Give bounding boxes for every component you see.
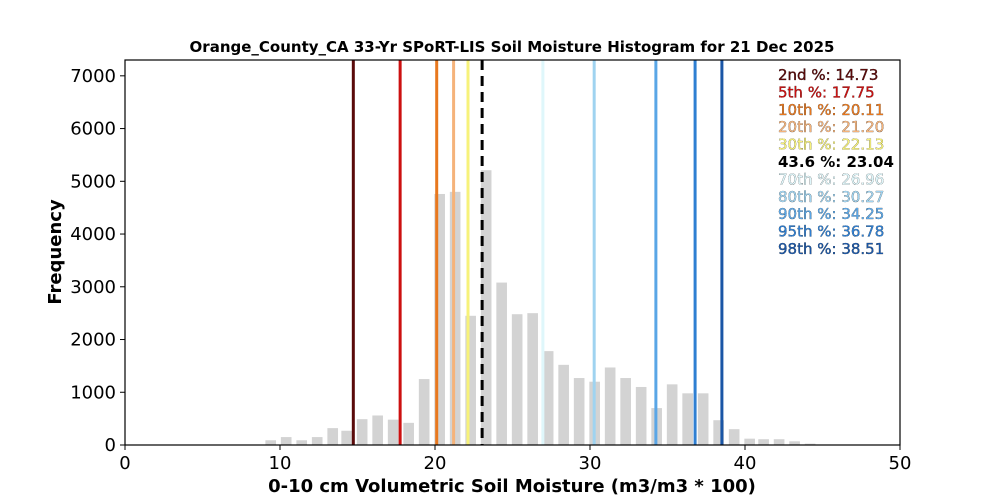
y-tick-label: 5000	[70, 171, 116, 192]
histogram-bar	[542, 351, 554, 445]
histogram-bars	[265, 170, 831, 446]
current-value-label: 43.6 %: 23.04	[778, 153, 894, 171]
plot-frame	[124, 59, 901, 446]
percentile-label: 95th %: 36.78	[778, 223, 884, 241]
x-tick-label: 10	[269, 453, 292, 474]
histogram-bar	[728, 429, 740, 445]
histogram-bar	[480, 170, 492, 446]
x-tick-label: 0	[119, 453, 130, 474]
histogram-bar	[635, 386, 647, 445]
y-tick-label: 4000	[70, 224, 116, 245]
histogram-bar	[449, 191, 461, 445]
x-tick-label: 50	[889, 453, 912, 474]
x-axis-ticks: 0 10 20 30 40 50	[119, 445, 911, 474]
histogram-bar	[265, 440, 277, 445]
histogram-bar	[527, 313, 538, 445]
histogram-bar	[465, 315, 476, 445]
histogram-bar	[403, 422, 414, 445]
percentile-label: 80th %: 30.27	[778, 188, 884, 206]
y-tick-label: 7000	[70, 66, 116, 87]
histogram-bar	[496, 282, 507, 445]
y-tick-label: 6000	[70, 119, 116, 140]
y-tick-label: 1000	[70, 382, 116, 403]
histogram-bar	[804, 443, 816, 445]
histogram-bar	[372, 415, 383, 445]
percentile-label: 30th %: 22.13	[778, 136, 884, 154]
percentile-lines	[351, 60, 724, 445]
histogram-bar	[296, 440, 308, 445]
histogram-bar	[573, 378, 585, 445]
histogram-bar	[744, 438, 755, 445]
histogram-bar	[758, 439, 769, 445]
histogram-bar	[418, 379, 430, 445]
histogram-bar	[387, 419, 399, 445]
percentile-label: 5th %: 17.75	[778, 83, 875, 101]
percentile-label: 2nd %: 14.73	[778, 66, 878, 84]
histogram-bar	[280, 437, 292, 445]
x-axis-label: 0-10 cm Volumetric Soil Moisture (m3/m3 …	[268, 476, 756, 497]
histogram-bar	[341, 430, 352, 445]
histogram-bar	[697, 393, 709, 445]
histogram-bar	[558, 364, 569, 445]
histogram-bar	[356, 419, 368, 445]
x-tick-label: 40	[734, 453, 757, 474]
y-tick-label: 3000	[70, 277, 116, 298]
y-tick-label: 0	[105, 435, 116, 456]
y-tick-label: 2000	[70, 330, 116, 351]
histogram-bar	[620, 378, 631, 445]
histogram-bar	[327, 428, 339, 445]
percentile-label: 10th %: 20.11	[778, 101, 884, 119]
percentile-label: 90th %: 34.25	[778, 205, 884, 223]
histogram-bar	[682, 393, 693, 445]
y-axis-label: Frequency	[45, 199, 66, 305]
x-tick-label: 30	[579, 453, 602, 474]
histogram-bar	[434, 193, 445, 445]
percentile-label: 20th %: 21.20	[778, 118, 884, 136]
histogram-bar	[604, 367, 616, 445]
chart-title: Orange_County_CA 33-Yr SPoRT-LIS Soil Mo…	[190, 38, 835, 56]
histogram-bar	[713, 420, 724, 445]
x-tick-label: 20	[424, 453, 447, 474]
y-axis-ticks: 0 1000 2000 3000 4000 5000 6000 7000	[70, 66, 125, 456]
percentile-label: 98th %: 38.51	[778, 240, 884, 258]
histogram-bar	[789, 441, 800, 445]
histogram-bar	[773, 439, 785, 445]
histogram-bar	[511, 314, 523, 445]
histogram-bar	[311, 437, 323, 445]
histogram-bar	[666, 384, 678, 445]
percentile-label: 70th %: 26.96	[778, 170, 884, 188]
